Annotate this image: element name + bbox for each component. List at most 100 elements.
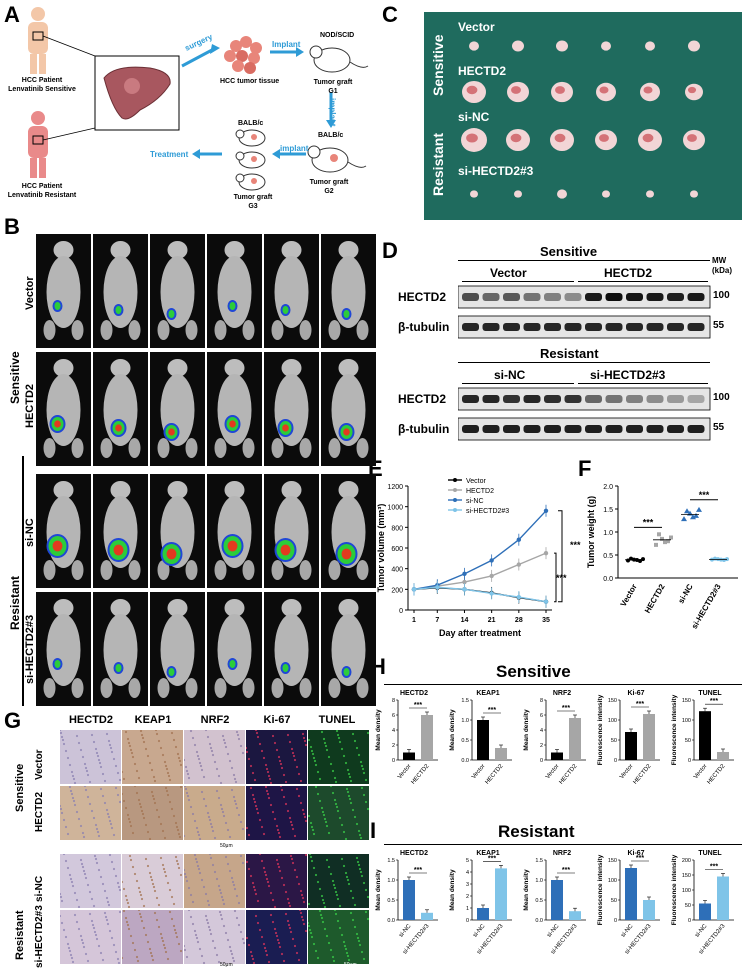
cell-dot (186, 794, 190, 798)
bar-ytick-label: 4 (392, 728, 395, 734)
cell-dot (273, 927, 277, 931)
e-xtick-label: 1 (412, 617, 416, 624)
cell-dot (331, 791, 335, 795)
cell-dot (309, 855, 313, 859)
cell-dot (221, 898, 225, 902)
mouse-leg (328, 678, 341, 698)
cell-dot (164, 950, 168, 954)
cell-dot (217, 960, 221, 964)
cell-dot (360, 950, 364, 954)
cell-dot (346, 954, 350, 958)
mouse-body (46, 256, 81, 328)
mouse-head (167, 599, 188, 617)
cell-dot (195, 860, 199, 864)
cell-dot (69, 877, 73, 881)
cell-dot (114, 950, 118, 954)
cell-dot (204, 728, 208, 732)
cell-dot (66, 866, 70, 870)
cell-dot (288, 904, 292, 908)
cell-dot (95, 861, 99, 865)
mouse-leg (271, 438, 284, 458)
cell-dot (252, 885, 256, 889)
mouse-head (281, 481, 302, 499)
blot-band (605, 395, 623, 403)
cell-dot (331, 879, 335, 883)
cell-dot (168, 778, 172, 782)
bar-ytick-label: 0.0 (535, 918, 543, 924)
cell-dot (142, 740, 146, 744)
cell-dot (307, 814, 311, 818)
ihc-image (307, 852, 370, 909)
cell-dot (321, 810, 325, 814)
mouse-leg (157, 678, 170, 698)
panel-label-i: I (370, 818, 377, 843)
cell-dot (73, 803, 77, 807)
f-category-label: HECTD2 (643, 582, 667, 615)
e-series-line (413, 586, 547, 603)
e-point (489, 591, 494, 596)
cell-dot (133, 784, 137, 788)
bar-category-label: si-NC (398, 923, 413, 939)
cell-dot (61, 738, 65, 742)
cell-dot (108, 853, 112, 857)
tumor (601, 41, 611, 51)
cell-dot (230, 788, 234, 792)
ihc-image (58, 910, 122, 965)
bar (495, 868, 507, 920)
cell-dot (304, 929, 308, 933)
cell-dot (331, 955, 335, 959)
blot-band (646, 425, 664, 433)
patient-resistant-label-1: HCC Patient (21, 183, 63, 190)
cell-dot (137, 908, 141, 912)
cell-dot (278, 835, 282, 839)
cell-dot (86, 883, 90, 887)
cell-dot (346, 878, 350, 882)
cell-dot (172, 924, 176, 928)
cell-dot (286, 919, 290, 923)
cell-dot (127, 905, 131, 909)
cell-dot (271, 898, 275, 902)
bar-ylabel: Fluorescence intensity (671, 694, 678, 765)
cell-dot (189, 729, 193, 733)
mouse-leg (128, 678, 141, 698)
cell-dot (108, 819, 112, 823)
cell-dot (364, 800, 368, 804)
mouse-leg (157, 320, 170, 340)
cell-dot (356, 936, 360, 940)
ihc-image-grid (56, 728, 370, 970)
blot-band (646, 323, 664, 331)
signal-mid (115, 664, 122, 672)
cell-dot (176, 862, 180, 866)
mouse-leg (128, 438, 141, 458)
e-series-line (413, 510, 547, 591)
cell-dot (327, 755, 331, 759)
ihc-image (120, 908, 183, 964)
cell-dot (200, 954, 204, 958)
cell-dot (92, 816, 96, 820)
cell-dot (286, 733, 290, 737)
cell-dot (163, 946, 167, 950)
f-ytick-label: 0.5 (603, 553, 613, 560)
cell-dot (193, 819, 197, 823)
mw-label: MW (712, 256, 727, 265)
cell-dot (95, 827, 99, 831)
bar-ytick-label: 1.0 (387, 878, 395, 884)
cell-dot (140, 897, 144, 901)
cell-dot (84, 952, 88, 956)
ihc-image (182, 908, 246, 965)
cell-dot (200, 768, 204, 772)
workflow-schematic (28, 7, 369, 191)
cell-dot (149, 875, 153, 879)
cell-dot (161, 829, 165, 833)
mouse-head (338, 359, 359, 377)
cell-dot (362, 771, 366, 775)
cell-dot (152, 885, 156, 889)
blot-membrane (458, 315, 711, 339)
mouse-leg (356, 560, 369, 580)
ihc-image (182, 728, 245, 785)
cell-dot (260, 825, 264, 829)
cell-dot (223, 741, 227, 745)
cell-dot (219, 891, 223, 895)
cell-dot (135, 955, 139, 959)
cell-dot (206, 735, 210, 739)
